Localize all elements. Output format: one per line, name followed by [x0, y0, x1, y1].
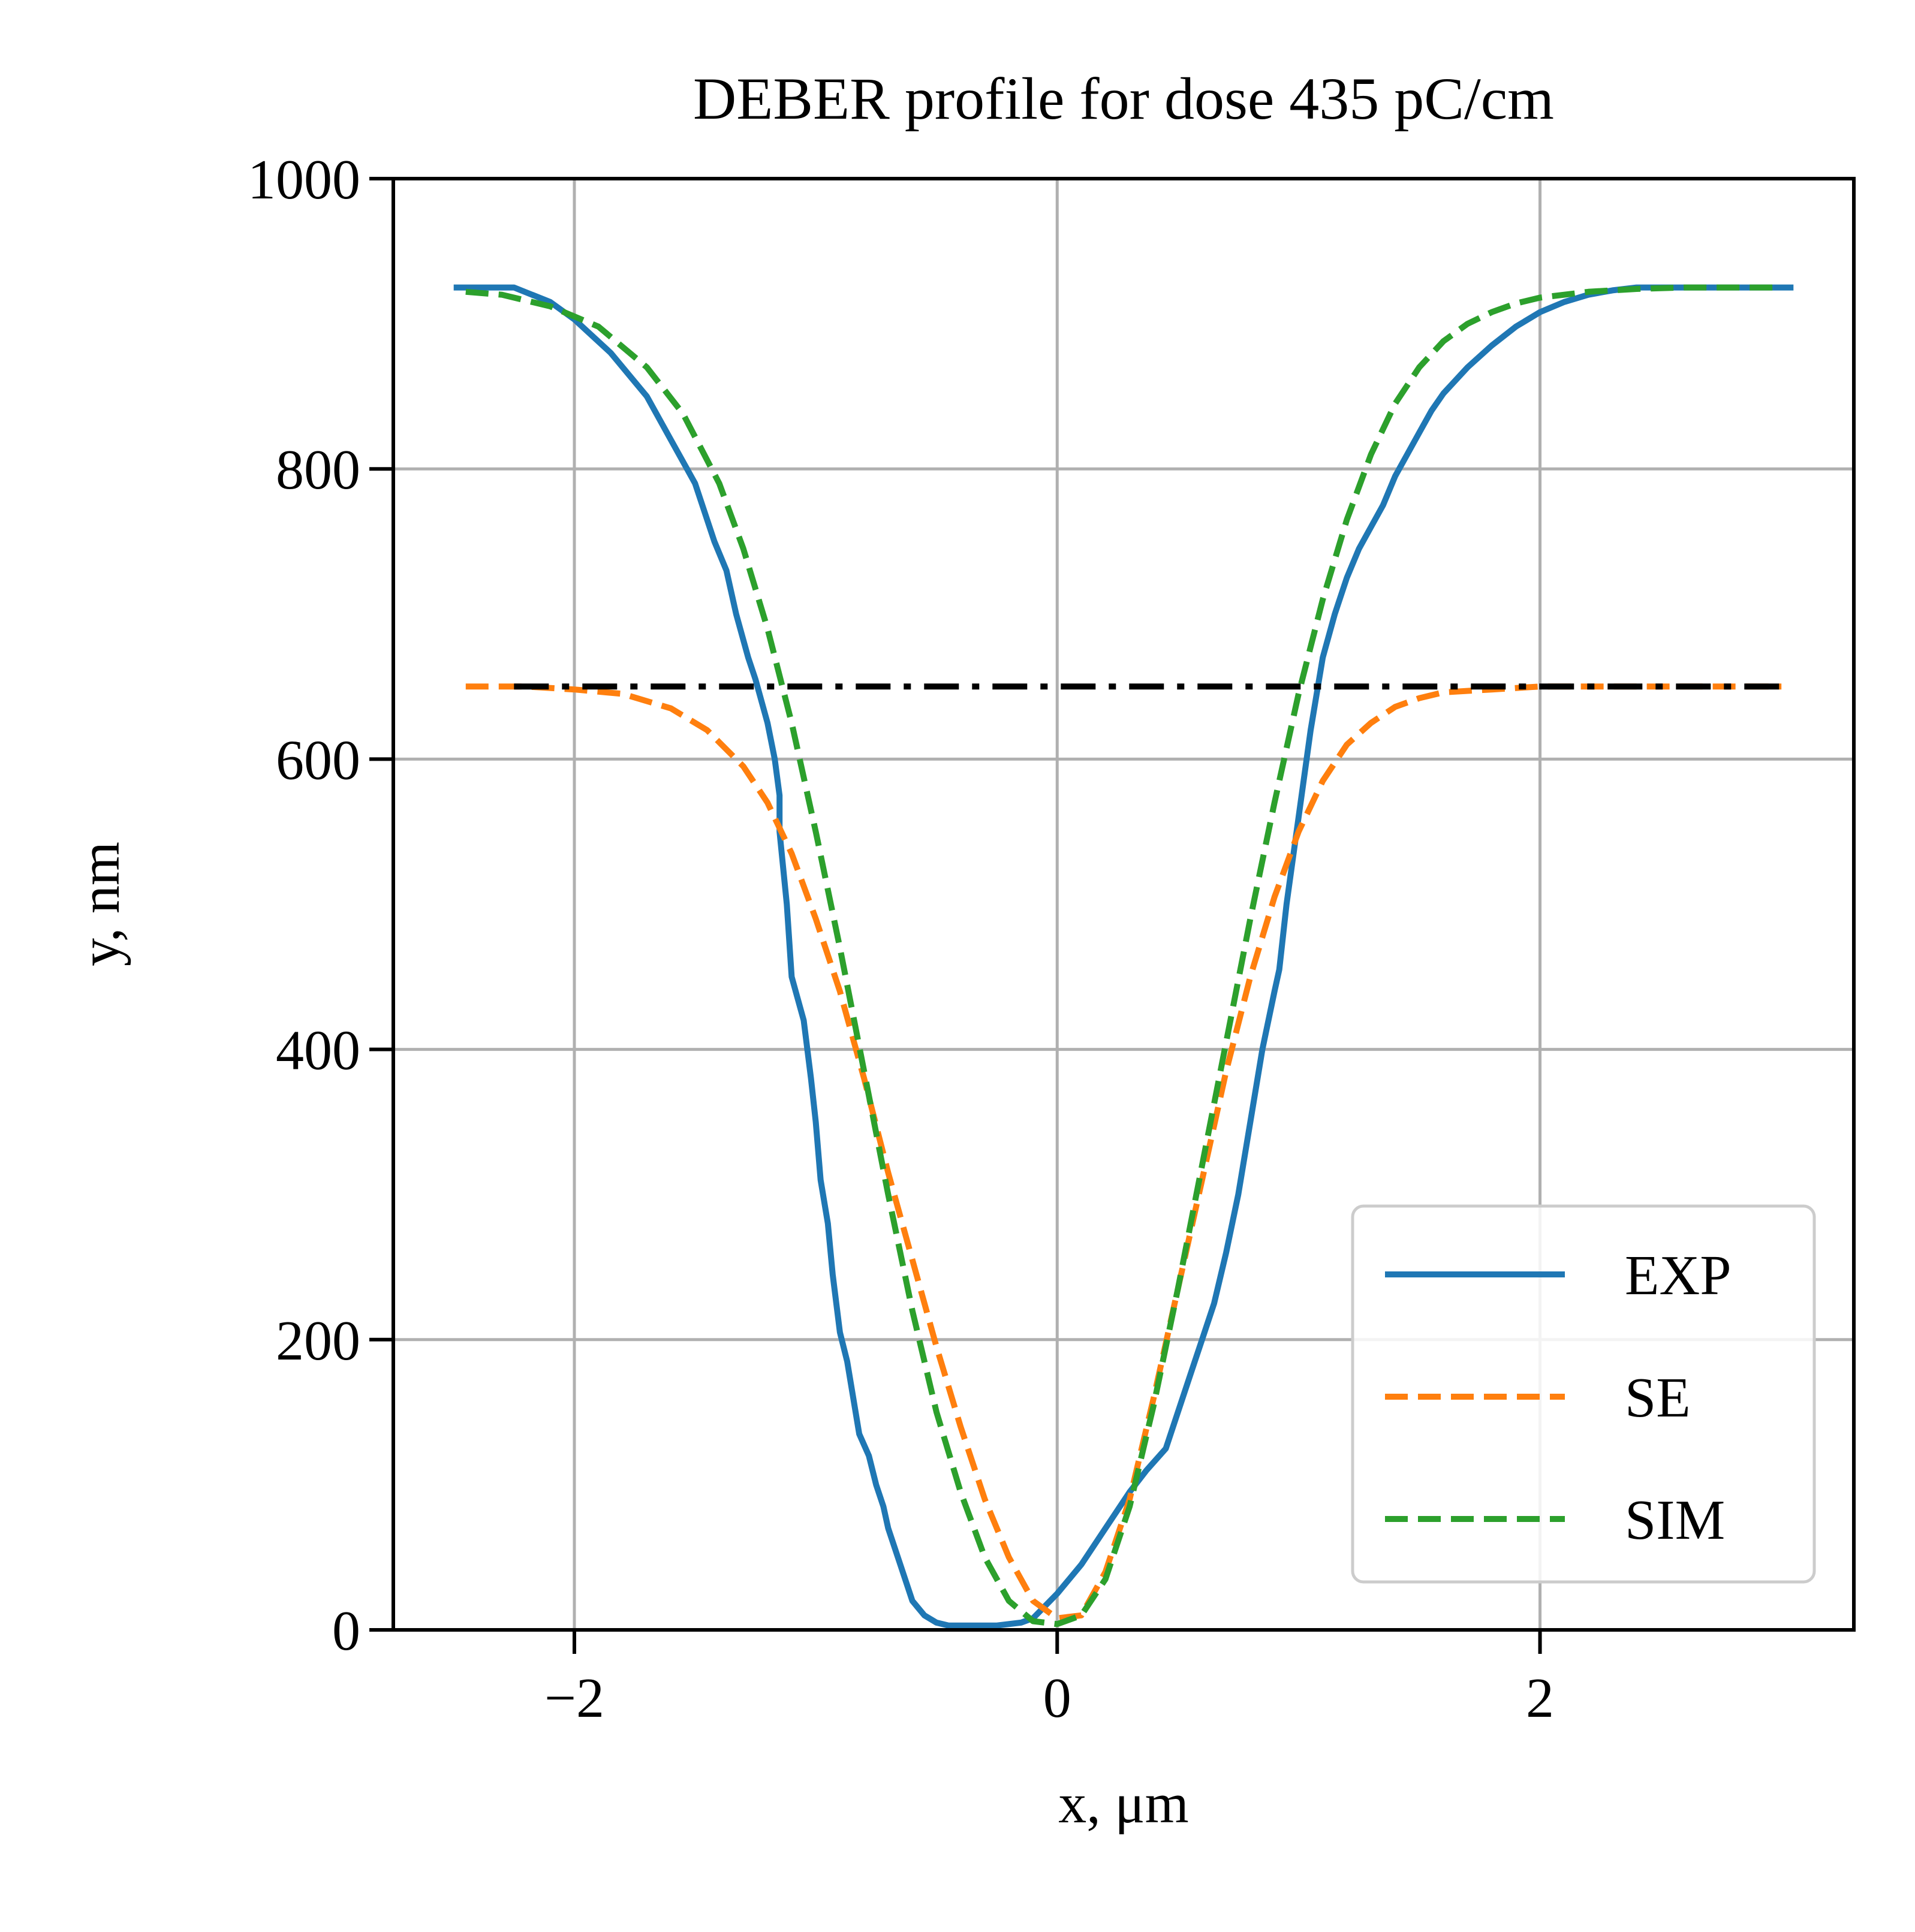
x-tick-label: 0 — [1043, 1667, 1071, 1729]
x-axis-label: x, μm — [1058, 1773, 1189, 1835]
plot-area-frame — [392, 177, 1856, 1632]
legend-label-sim: SIM — [1625, 1489, 1725, 1551]
x-tick-label: −2 — [544, 1667, 604, 1729]
y-tick-label: 200 — [276, 1310, 360, 1372]
y-tick-label: 400 — [276, 1020, 360, 1082]
legend-label-se: SE — [1625, 1367, 1691, 1429]
y-tick-label: 1000 — [248, 149, 360, 211]
legend: EXP SE SIM — [1351, 1204, 1816, 1584]
plot-series — [453, 284, 1794, 1629]
axis-ticks: −2 0 2 0 200 400 600 800 1000 — [248, 149, 1554, 1729]
y-tick-label: 600 — [276, 729, 360, 791]
series-line-se — [465, 683, 1782, 1621]
legend-label-exp: EXP — [1625, 1244, 1732, 1307]
series-line-sim — [465, 284, 1782, 1627]
chart-title: DEBER profile for dose 435 pC/cm — [693, 65, 1554, 132]
legend-box — [1351, 1204, 1816, 1584]
series-line-exp — [453, 284, 1794, 1629]
y-axis-label: y, nm — [69, 842, 131, 966]
y-tick-label: 800 — [276, 439, 360, 501]
y-tick-label: 0 — [332, 1600, 360, 1662]
x-tick-label: 2 — [1526, 1667, 1554, 1729]
